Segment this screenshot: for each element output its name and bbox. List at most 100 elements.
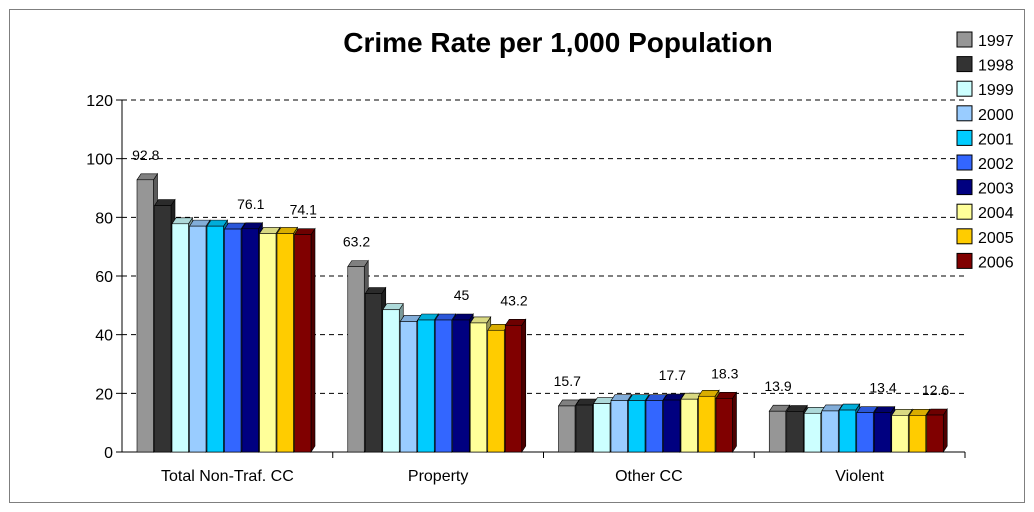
bar-top <box>610 394 633 401</box>
data-label: 63.2 <box>343 234 370 250</box>
bar-side <box>732 391 737 453</box>
bar-front <box>417 319 435 453</box>
bar-front <box>610 400 628 453</box>
y-tick-label: 60 <box>95 269 113 286</box>
legend: 1997 1998 1999 2000 2001 2002 2003 2004 2005 2006 <box>956 31 1014 271</box>
legend-swatch <box>956 80 973 97</box>
bar-top <box>153 199 176 206</box>
bar-top <box>873 406 896 413</box>
data-label: 15.7 <box>554 373 581 389</box>
legend-item: 1997 <box>956 31 1014 50</box>
bar-front <box>908 415 927 453</box>
bar-top <box>293 228 316 235</box>
data-label: 18.3 <box>711 365 738 381</box>
bar-top <box>223 222 246 230</box>
legend-item: 1999 <box>956 80 1014 99</box>
bar-front <box>891 415 909 453</box>
y-tick-label: 40 <box>95 328 113 345</box>
bar-side <box>310 227 316 453</box>
bar-front <box>241 228 259 453</box>
bar <box>504 318 527 453</box>
data-label: 43.2 <box>500 292 527 308</box>
legend-label: 1997 <box>978 33 1014 50</box>
bar-top <box>434 313 457 321</box>
legend-label: 2005 <box>978 230 1014 247</box>
legend-swatch <box>956 228 973 245</box>
y-tick-label: 120 <box>86 93 113 110</box>
category-label: Violent <box>835 468 884 485</box>
y-tick-label: 20 <box>95 386 113 403</box>
bar-front <box>206 225 224 453</box>
legend-swatch <box>956 105 973 122</box>
data-label: 17.7 <box>659 367 686 383</box>
bar-front <box>452 319 470 453</box>
bar-front <box>680 398 698 453</box>
data-label: 92.8 <box>132 147 159 163</box>
bar-front <box>189 225 207 453</box>
bar-top <box>364 287 387 294</box>
bar-front <box>873 412 892 453</box>
bar-front <box>364 293 383 453</box>
bar-top <box>188 219 211 227</box>
bar-top <box>715 392 738 399</box>
y-tick-label: 80 <box>95 210 113 227</box>
bar-side <box>942 408 948 453</box>
bar-top <box>768 404 791 412</box>
data-label: 13.4 <box>869 380 896 396</box>
bar <box>715 391 738 453</box>
bar-top <box>926 408 948 416</box>
bar-front <box>136 179 154 453</box>
bar-front <box>558 405 576 453</box>
bar-front <box>259 233 277 453</box>
legend-item: 2003 <box>956 179 1014 198</box>
bar-side <box>521 318 527 453</box>
legend-item: 1998 <box>956 56 1014 75</box>
bar-top <box>136 173 159 181</box>
legend-swatch <box>956 154 973 171</box>
bar-top <box>241 222 264 230</box>
bar-top <box>838 403 861 411</box>
category-label: Total Non-Traf. CC <box>161 468 294 485</box>
bar-top <box>891 409 913 416</box>
bar-front <box>224 228 242 453</box>
bar-top <box>171 217 194 225</box>
legend-swatch <box>956 31 973 48</box>
bar-front <box>469 322 488 453</box>
data-label: 12.6 <box>922 382 949 398</box>
bar-top <box>908 409 931 416</box>
legend-swatch <box>956 56 973 73</box>
bar-front <box>575 404 593 453</box>
bar-front <box>399 321 418 453</box>
legend-swatch <box>956 129 973 146</box>
bar-front <box>715 398 733 453</box>
bar-top <box>258 227 281 234</box>
bar-top <box>206 219 229 227</box>
bars <box>136 172 948 453</box>
bar-front <box>821 410 839 453</box>
bar-top <box>786 405 808 412</box>
bar-front <box>487 329 505 453</box>
bar-front <box>434 319 453 453</box>
bar-top <box>417 313 439 321</box>
bar-top <box>627 394 650 401</box>
bar <box>891 408 913 453</box>
legend-swatch <box>956 179 973 196</box>
legend-item: 2001 <box>956 129 1014 148</box>
y-tick-label: 100 <box>86 152 113 169</box>
legend-label: 2004 <box>978 205 1014 222</box>
bar-top <box>856 406 878 413</box>
y-tick-label: 0 <box>104 445 113 462</box>
bar-front <box>645 400 663 453</box>
legend-item: 2004 <box>956 203 1014 222</box>
bar-front <box>838 409 857 453</box>
legend-item: 2005 <box>956 228 1014 247</box>
legend-label: 2003 <box>978 181 1014 198</box>
bar-front <box>698 395 716 453</box>
bar-front <box>628 400 646 453</box>
bar-front <box>786 411 804 453</box>
category-label: Other CC <box>615 468 683 485</box>
bar-top <box>504 318 527 326</box>
bar-front <box>926 414 944 453</box>
bar-top <box>697 389 720 397</box>
